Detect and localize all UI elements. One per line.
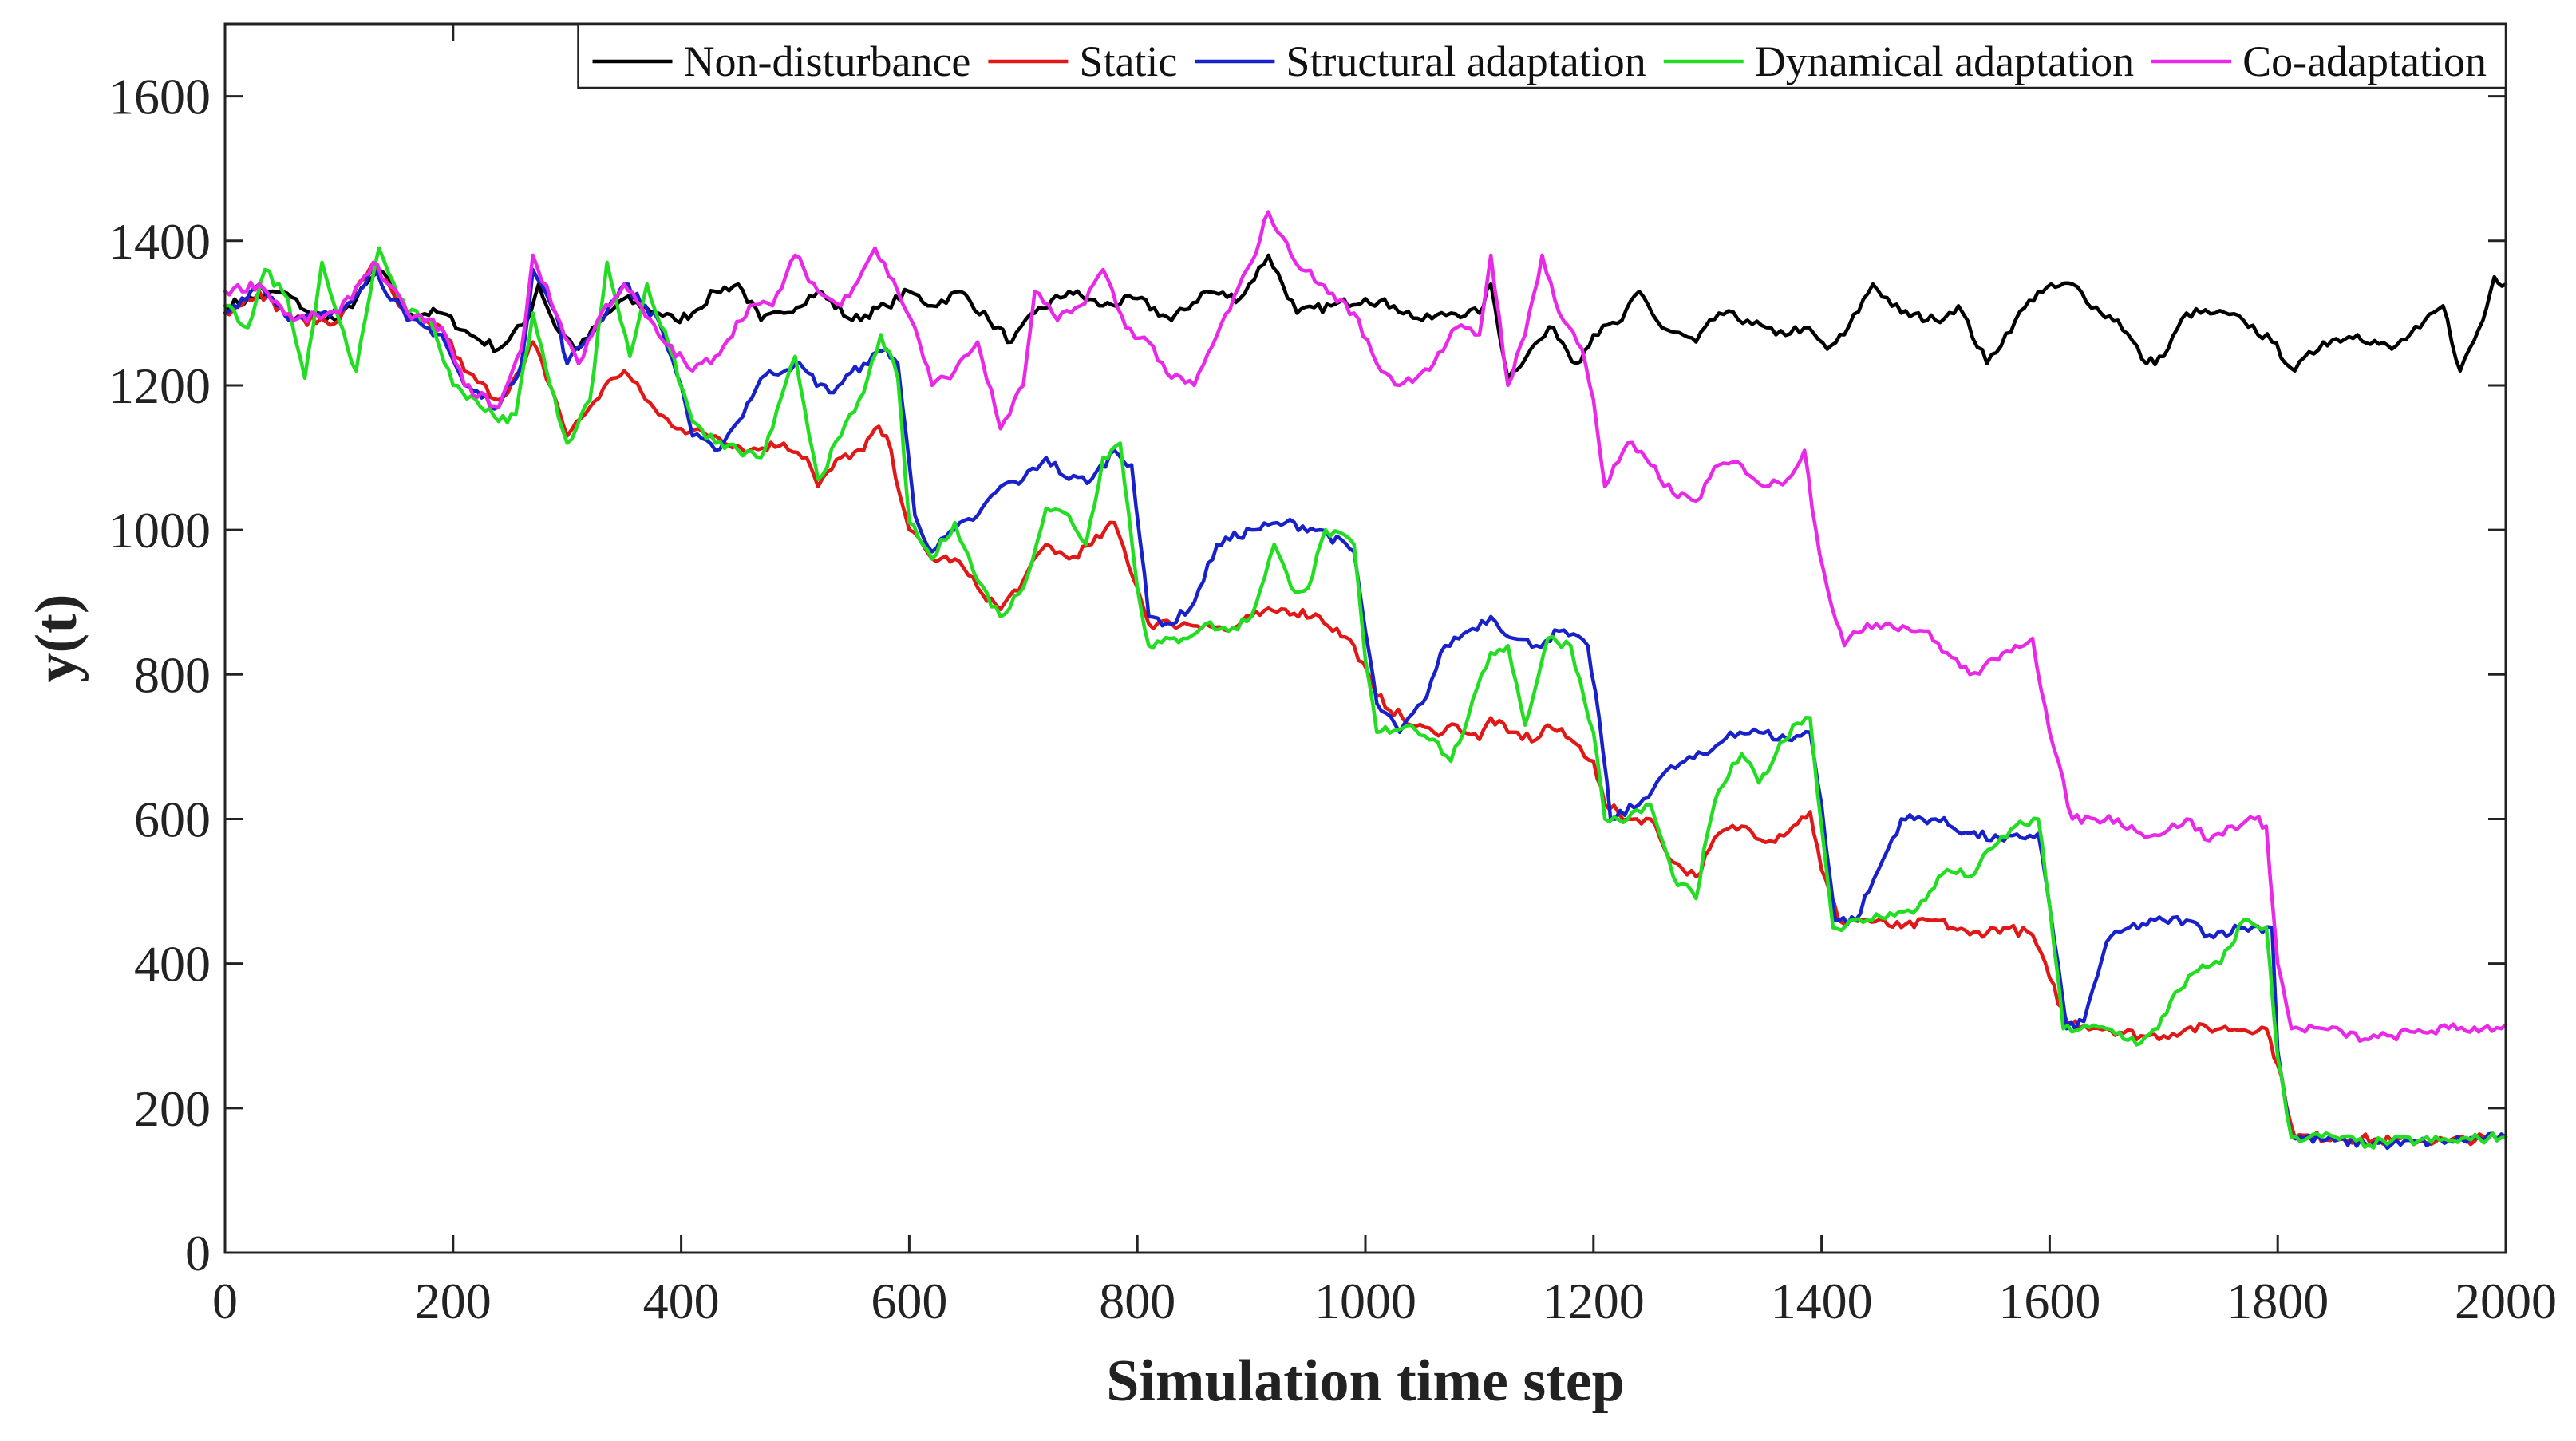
x-tick-label: 800 xyxy=(1099,1273,1175,1329)
legend-label: Co-adaptation xyxy=(2242,38,2487,85)
y-tick-label: 600 xyxy=(134,791,211,847)
y-tick-label: 200 xyxy=(134,1080,211,1137)
y-tick-label: 400 xyxy=(134,936,211,993)
x-axis-title: Simulation time step xyxy=(1106,1348,1625,1414)
legend: Non-disturbance Static Structural adaptati… xyxy=(577,22,2507,89)
y-tick-label: 1600 xyxy=(109,69,211,125)
y-tick-label: 1400 xyxy=(109,213,211,270)
x-tick-label: 1800 xyxy=(2226,1273,2329,1329)
legend-entry-2: Static xyxy=(988,38,1177,85)
legend-label: Non-disturbance xyxy=(684,38,971,85)
legend-box xyxy=(577,22,2507,89)
x-tick-label: 2000 xyxy=(2455,1273,2557,1329)
ticks-layer: 0 200 400 600 800 1000 1200 1400 1600 1800 2000 0 20… xyxy=(109,24,2557,1329)
y-tick-label: 1000 xyxy=(109,502,211,559)
legend-entry-5: Co-adaptation xyxy=(2151,38,2487,85)
y-tick-label: 0 xyxy=(185,1225,211,1281)
legend-label: Structural adaptation xyxy=(1286,38,1646,85)
x-tick-label: 200 xyxy=(415,1273,492,1329)
x-tick-label: 1000 xyxy=(1314,1273,1416,1329)
y-tick-label: 1200 xyxy=(109,357,211,414)
series-line-1 xyxy=(223,253,2508,381)
x-tick-label: 0 xyxy=(212,1273,238,1329)
series-line-2 xyxy=(223,260,2508,1147)
x-tick-label: 600 xyxy=(871,1273,947,1329)
legend-entry-4: Dynamical adaptation xyxy=(1663,38,2134,85)
y-axis-title: y(t) xyxy=(24,594,89,683)
legend-label: Static xyxy=(1079,38,1177,85)
series-line-5 xyxy=(223,210,2508,1043)
x-tick-label: 1600 xyxy=(1998,1273,2100,1329)
legend-entry-1: Non-disturbance xyxy=(592,38,971,85)
x-tick-label: 1400 xyxy=(1771,1273,1873,1329)
x-tick-label: 1200 xyxy=(1543,1273,1645,1329)
x-tick-label: 400 xyxy=(643,1273,720,1329)
y-tick-label: 800 xyxy=(134,646,211,703)
legend-label: Dynamical adaptation xyxy=(1755,38,2134,85)
series-layer xyxy=(223,210,2508,1151)
series-line-4 xyxy=(223,246,2508,1150)
legend-entry-3: Structural adaptation xyxy=(1195,38,1646,85)
